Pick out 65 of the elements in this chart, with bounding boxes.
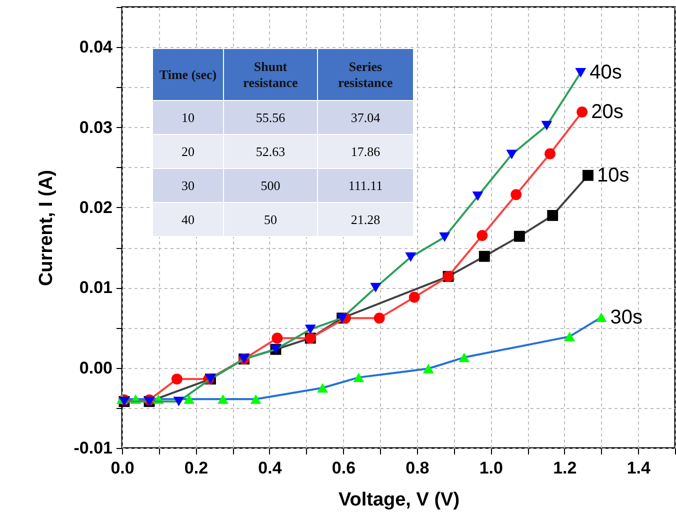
annotation: 10 <box>152 100 224 134</box>
annotation: 55.56 <box>224 100 318 134</box>
point <box>173 396 184 406</box>
point <box>272 332 283 344</box>
series-label: 40s <box>590 62 622 84</box>
point <box>408 292 420 303</box>
point <box>439 232 450 242</box>
point <box>510 189 522 200</box>
point <box>575 68 586 78</box>
annotation: 50 <box>224 202 318 236</box>
x-tick-label: 0.0 <box>110 458 134 478</box>
y-tick-label: 0.02 <box>79 198 112 217</box>
point <box>514 230 525 242</box>
point <box>405 252 416 262</box>
point <box>304 324 316 334</box>
point <box>541 120 552 130</box>
x-axis-title: Voltage, V (V) <box>338 490 460 510</box>
point <box>506 150 518 160</box>
point <box>564 332 576 342</box>
annotation: 17.86 <box>318 134 414 168</box>
point <box>171 374 182 385</box>
y-tick-label: 0.00 <box>79 358 112 378</box>
point <box>547 210 558 221</box>
point <box>582 170 594 181</box>
point <box>353 372 364 382</box>
point <box>317 383 328 393</box>
annotation: 52.63 <box>224 134 318 168</box>
y-axis-title: Current, I (A) <box>36 170 57 286</box>
annotation: Series resistance <box>318 48 414 100</box>
annotation: 40 <box>152 202 224 236</box>
point <box>250 394 262 404</box>
annotation: 30 <box>152 168 224 202</box>
x-tick-label: 0.2 <box>184 458 208 478</box>
annotation: 21.28 <box>318 202 414 236</box>
annotation: 111.11 <box>318 168 414 202</box>
annotation: Time (sec) <box>152 48 224 100</box>
point <box>458 352 470 362</box>
point <box>374 312 385 324</box>
point <box>218 394 228 404</box>
point <box>476 230 488 241</box>
x-tick-label: 1.0 <box>479 458 503 478</box>
y-tick-label: 0.01 <box>79 278 112 298</box>
x-tick-label: 1.2 <box>553 458 577 478</box>
point <box>370 282 382 292</box>
point <box>478 250 490 262</box>
y-tick-label: 0.03 <box>79 118 112 137</box>
point <box>576 106 588 118</box>
y-tick-label: 0.04 <box>79 38 114 57</box>
x-tick-label: 1.4 <box>626 458 651 478</box>
point <box>544 148 556 160</box>
point <box>422 364 434 374</box>
series-label: 20s <box>591 101 624 124</box>
annotation: 20 <box>152 134 224 168</box>
annotation: 37.04 <box>318 100 414 134</box>
x-tick-label: 0.4 <box>258 458 282 478</box>
point <box>184 394 195 404</box>
annotation: Shunt resistance <box>224 48 318 100</box>
x-tick-label: 0.6 <box>332 458 356 478</box>
x-tick-label: 0.8 <box>406 458 430 478</box>
series-label: 30s <box>610 306 643 328</box>
point <box>596 312 607 322</box>
point <box>472 191 484 201</box>
series-label: 10s <box>596 164 630 186</box>
y-tick-label: -0.01 <box>74 438 112 458</box>
annotation: 500 <box>224 168 318 202</box>
